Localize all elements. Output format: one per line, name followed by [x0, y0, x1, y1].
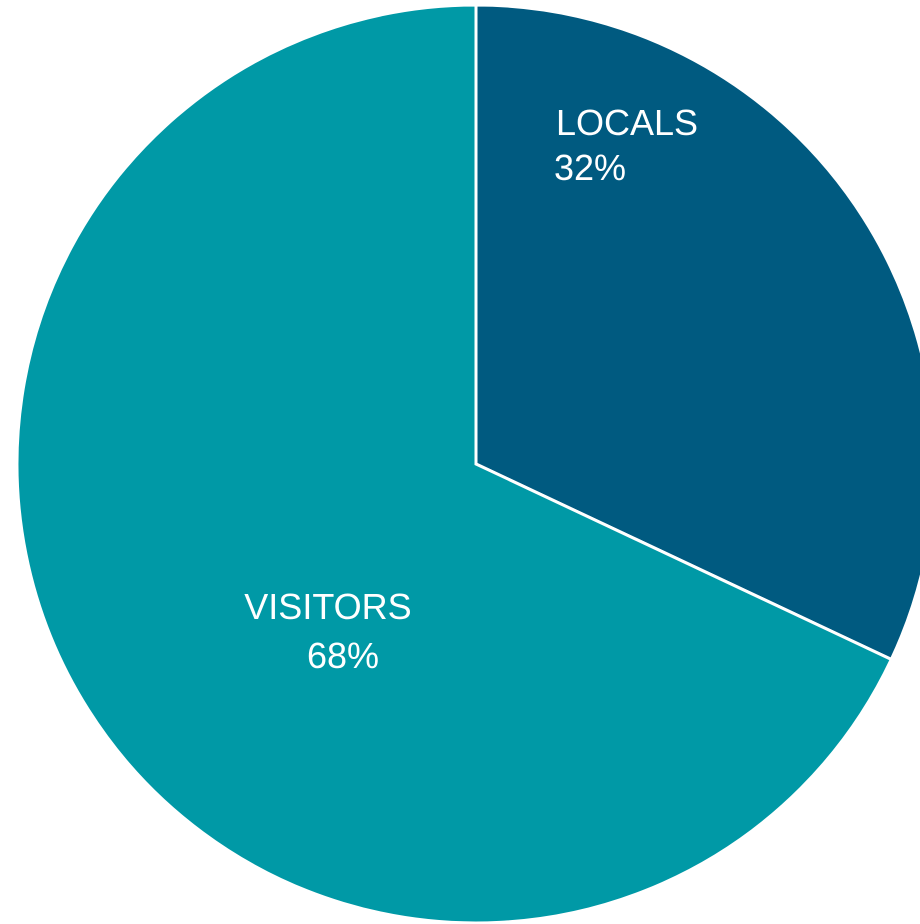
- slice-label-locals: LOCALS: [556, 102, 698, 143]
- slice-label-visitors: VISITORS: [244, 586, 411, 627]
- pie-slice-visitors: [15, 3, 894, 924]
- slice-value-locals: 32%: [554, 147, 626, 188]
- pie-slice-locals: [474, 3, 920, 662]
- pie-slices: [15, 3, 920, 924]
- slice-value-visitors: 68%: [307, 635, 379, 676]
